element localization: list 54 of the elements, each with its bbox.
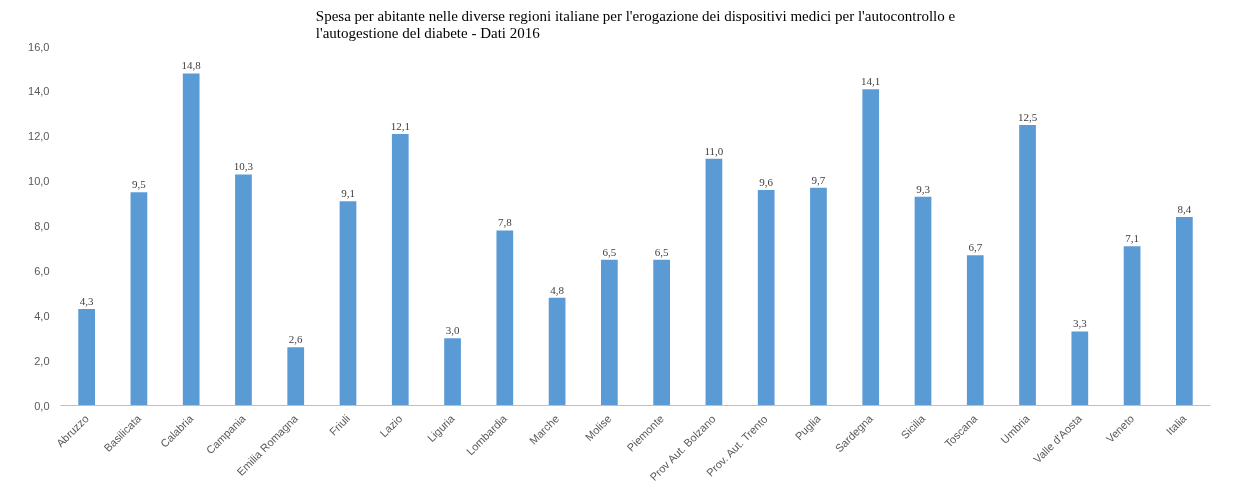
bar — [966, 255, 984, 406]
chart-title: Spesa per abitante nelle diverse regioni italiane per l'erogazione dei dispositivi medici per l'autocontrollo e l'autogestione del diabete - Dati 2016 — [315, 7, 956, 42]
bar — [1123, 246, 1141, 406]
data-label: 2,6 — [288, 333, 304, 346]
bar — [601, 259, 618, 406]
data-label: 9,1 — [341, 187, 355, 200]
bar — [548, 297, 566, 406]
bar — [757, 190, 775, 406]
bar — [391, 134, 409, 406]
bar — [235, 174, 252, 406]
bar — [496, 230, 514, 406]
bar — [130, 192, 148, 406]
y-tick-label: 8,0 — [34, 220, 50, 232]
data-label: 14,1 — [861, 75, 881, 88]
bar — [1176, 217, 1193, 406]
data-label: 3,0 — [445, 324, 460, 337]
data-label: 7,1 — [1125, 232, 1139, 245]
data-label: 14,8 — [181, 59, 202, 72]
data-label: 9,3 — [916, 182, 931, 195]
bar — [705, 158, 723, 406]
data-label: 11,0 — [704, 144, 724, 157]
data-label: 8,4 — [1177, 203, 1192, 216]
data-label: 4,8 — [550, 283, 565, 296]
y-tick-label: 6,0 — [34, 264, 50, 277]
bar — [862, 89, 880, 406]
bar — [287, 347, 305, 406]
data-label: 12,1 — [390, 120, 410, 133]
data-label: 3,3 — [1072, 317, 1088, 330]
y-tick-label: 12,0 — [28, 130, 50, 143]
data-label: 9,5 — [132, 178, 147, 191]
data-label: 6,5 — [602, 245, 617, 258]
bar — [182, 73, 200, 406]
bar — [444, 338, 461, 406]
data-label: 6,7 — [968, 241, 983, 254]
bar — [1019, 125, 1036, 406]
data-label: 4,3 — [79, 295, 95, 308]
data-label: 9,7 — [811, 173, 826, 186]
data-label: 12,5 — [1017, 111, 1038, 124]
y-tick-label: 2,0 — [34, 354, 50, 367]
bar — [810, 187, 827, 406]
data-label: 9,6 — [759, 176, 774, 189]
bar — [78, 309, 95, 406]
bar — [1071, 331, 1089, 406]
y-tick-label: 10,0 — [28, 175, 50, 188]
data-label: 10,3 — [233, 160, 254, 173]
bar — [914, 196, 932, 406]
y-tick-label: 4,0 — [34, 309, 50, 322]
y-tick-label: 16,0 — [28, 40, 50, 53]
data-label: 6,5 — [654, 245, 670, 258]
data-label: 7,8 — [497, 216, 513, 229]
y-tick-label: 14,0 — [28, 85, 50, 98]
y-tick-label: 0,0 — [34, 399, 50, 412]
bar — [339, 201, 357, 406]
bar — [653, 259, 670, 406]
